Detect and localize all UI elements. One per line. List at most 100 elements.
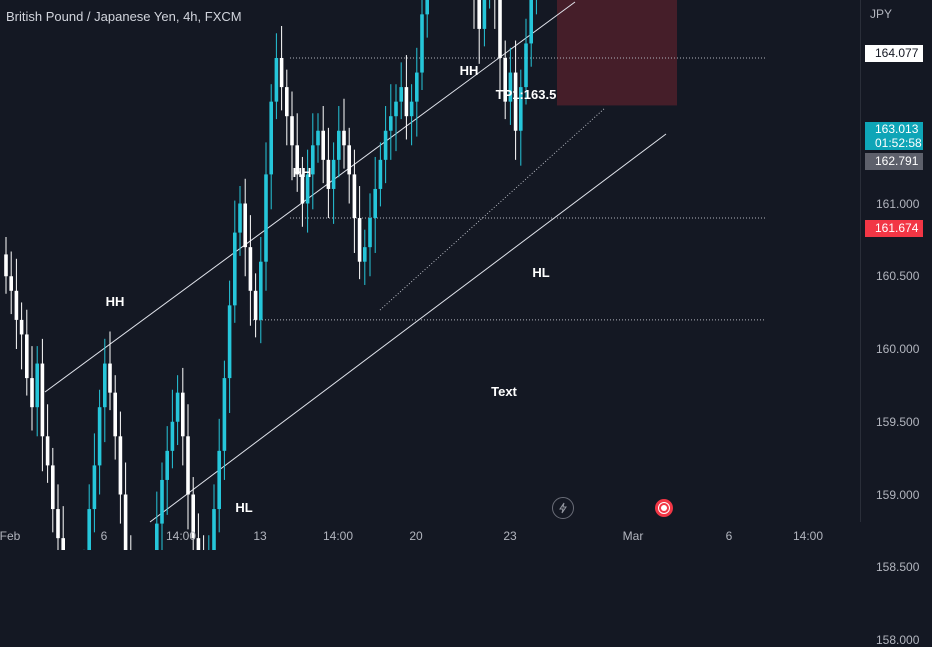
candle-body (389, 116, 393, 131)
price-tick-label: 159.500 (876, 414, 920, 429)
candle-body (25, 334, 29, 379)
candle-body (352, 174, 357, 219)
countdown-timer: 01:52:58 (875, 136, 922, 150)
candle-body (415, 72, 419, 102)
candle-body (279, 58, 284, 88)
candle-body (51, 465, 55, 510)
channel-lower-line (149, 133, 667, 523)
candle-body (4, 254, 8, 277)
candle-body (56, 509, 60, 539)
time-tick-label: 23 (503, 529, 517, 543)
candle-body (311, 145, 315, 175)
candle-body (243, 203, 247, 248)
candle-body (123, 494, 128, 550)
candle-body (40, 363, 45, 437)
time-tick-label: Mar (622, 529, 644, 543)
annotation-label: HL (235, 500, 252, 515)
annotation-label: HH (293, 165, 312, 180)
take-profit-badge: 164.077 (865, 45, 923, 62)
candle-body (181, 392, 185, 437)
candle-body (35, 363, 39, 408)
time-tick-label: 6 (725, 529, 733, 543)
entry-badge: 162.791 (865, 153, 923, 170)
candle-body (97, 407, 102, 466)
candle-body (45, 436, 50, 466)
candle-body (357, 218, 362, 262)
time-tick-label: 13 (253, 529, 267, 543)
candle-body (259, 261, 263, 320)
price-tick-label: 160.500 (876, 269, 920, 284)
candle-body (191, 494, 195, 539)
time-tick-label: 14:00 (792, 529, 824, 543)
candle-body (175, 392, 180, 422)
candle-body (155, 523, 159, 550)
price-chart[interactable]: HH HH HH HL HL TP1:163.5 Text (0, 0, 932, 550)
channel-upper-line (44, 1, 576, 393)
candle-body (513, 72, 518, 131)
candle-body (519, 87, 523, 131)
annotation-label: HL (532, 265, 549, 280)
annotation-label: HH (460, 63, 479, 78)
candle-body (409, 101, 414, 117)
candle-body (524, 43, 528, 88)
candle-body (529, 0, 533, 44)
time-tick-label: 20 (409, 529, 423, 543)
candle-body (165, 450, 169, 480)
annotation-label: Text (491, 384, 517, 399)
candle-body (321, 130, 325, 160)
candle-body (19, 319, 24, 335)
candle-body (503, 58, 507, 102)
time-tick-label: 14:00 (322, 529, 354, 543)
candle-body (285, 87, 289, 117)
candle-body (212, 509, 216, 550)
annotation-label: TP1:163.5 (496, 87, 557, 102)
candle-body (342, 130, 346, 146)
candle-body (378, 159, 383, 189)
last-price-value: 163.013 (875, 122, 919, 136)
candle-body (337, 130, 341, 160)
candle-body (274, 58, 279, 102)
candle-body (196, 538, 201, 550)
candle-body (295, 145, 299, 175)
price-tick-label: 160.000 (876, 342, 920, 356)
candle-body (482, 0, 487, 29)
candle-body (498, 0, 502, 59)
candle-body (305, 174, 310, 204)
time-tick-label: 6 (100, 529, 108, 543)
candle-body (326, 159, 331, 189)
candle-body (238, 203, 242, 233)
candle-body (103, 363, 107, 408)
lightning-icon[interactable] (552, 497, 574, 519)
candle-body (14, 290, 19, 320)
currency-label: JPY (869, 7, 892, 21)
candle-body (160, 479, 164, 524)
candle-body (363, 247, 367, 262)
candle-body (9, 276, 13, 291)
time-tick-label: Feb (0, 529, 21, 543)
candle-body (290, 116, 294, 146)
candle-body (170, 421, 175, 451)
annotation-label: HH (106, 294, 125, 309)
candle-body (30, 378, 34, 408)
candle-body (425, 0, 429, 15)
candle-body (347, 145, 351, 175)
symbol-title[interactable]: British Pound / Japanese Yen, 4h, FXCM (6, 9, 242, 24)
target-icon[interactable] (653, 497, 675, 519)
inner-trend-line (379, 107, 606, 311)
loss-zone (557, 0, 677, 106)
candle-body (331, 159, 336, 189)
candle-body (248, 247, 253, 291)
candle-body (233, 232, 237, 306)
candle-body (186, 436, 190, 495)
candle-body (269, 101, 273, 175)
candle-body (508, 72, 513, 102)
candle-body (87, 509, 91, 550)
candle-body (92, 465, 97, 510)
last-price-badge: 163.013 01:52:58 (865, 122, 923, 150)
candle-body (300, 174, 305, 204)
candle-body (316, 130, 320, 146)
candle-body (368, 218, 372, 248)
candle-body (61, 538, 65, 550)
price-tick-label: 158.000 (876, 633, 920, 647)
candle-body (404, 87, 409, 117)
